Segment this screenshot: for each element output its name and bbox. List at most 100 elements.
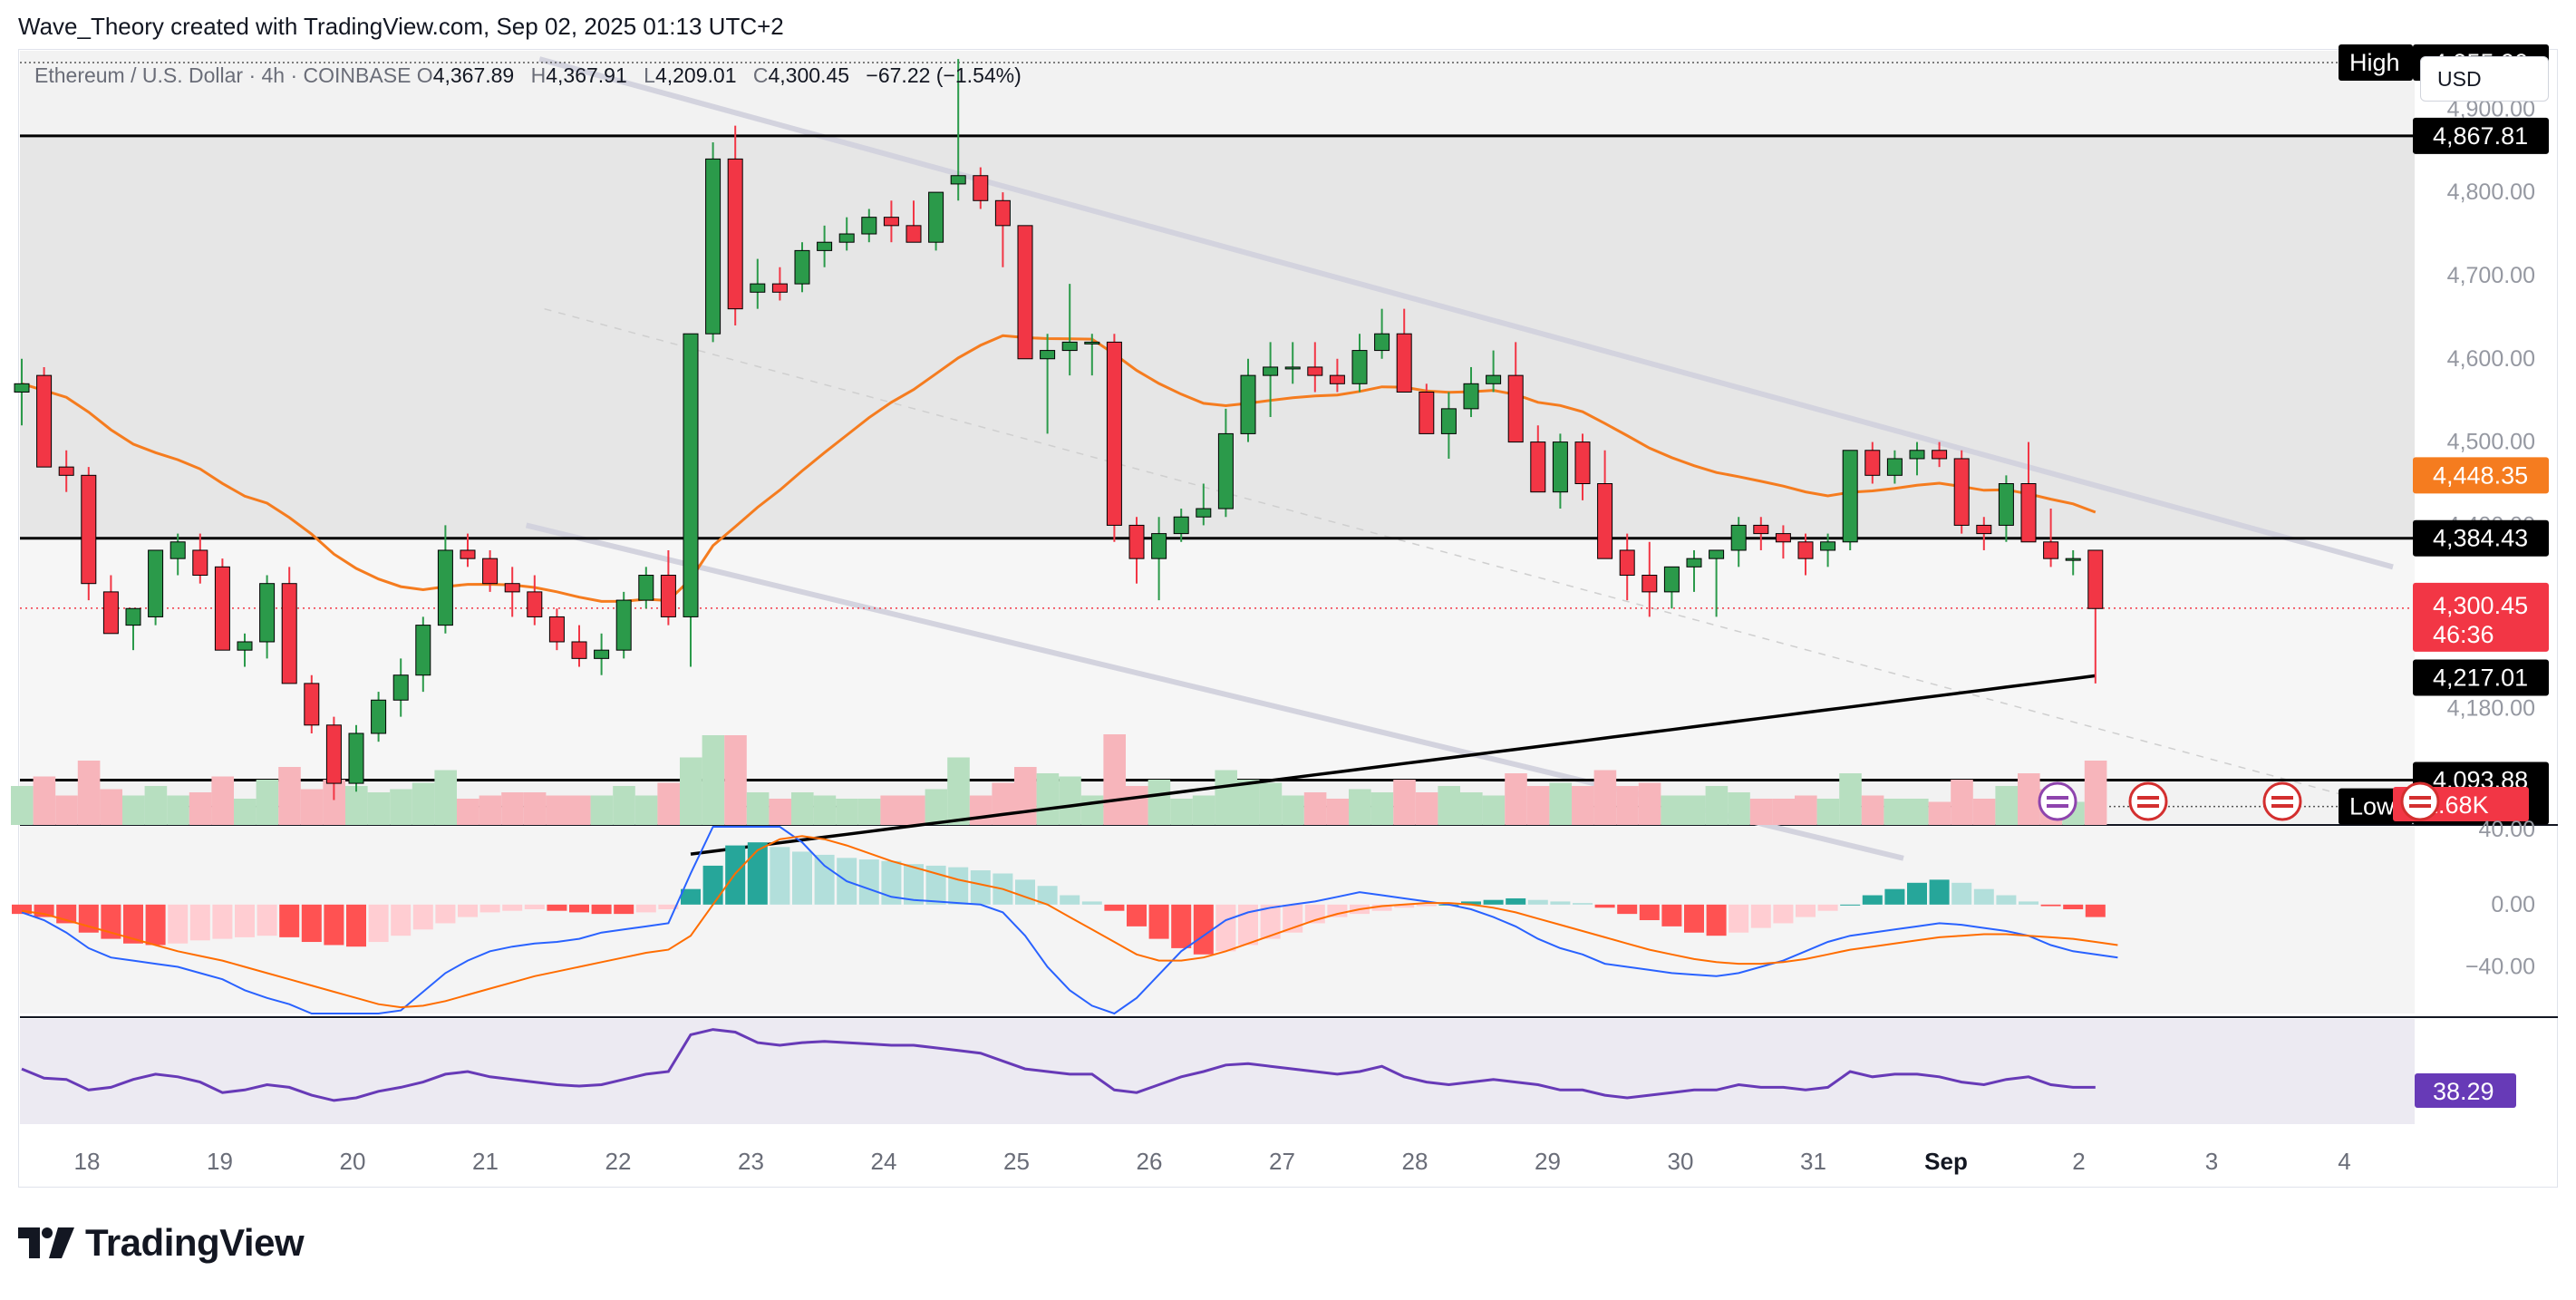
volume-bar (523, 792, 547, 825)
volume-bar (1259, 782, 1283, 825)
candle-body (973, 175, 989, 201)
candle (1040, 334, 1056, 434)
macd-histogram-bar (970, 870, 991, 905)
volume-bar (457, 799, 479, 825)
volume-bar (122, 795, 145, 825)
channel-mid-line (544, 307, 2394, 810)
time-axis-label: 18 (74, 1148, 101, 1175)
candle (1329, 358, 1345, 393)
macd-signal-line (21, 835, 2118, 1009)
candle-body (1552, 441, 1568, 493)
tradingview-logo[interactable]: TradingView (18, 1220, 305, 1266)
candle-body (2087, 549, 2104, 609)
candle-body (1909, 450, 1925, 460)
macd-histogram-bar (1015, 879, 1035, 905)
candle-body (1709, 549, 1725, 559)
macd-histogram-bar (1661, 904, 1682, 926)
candle-body (1463, 383, 1479, 410)
logo-text: TradingView (85, 1221, 305, 1264)
candle-body (325, 724, 342, 784)
volume-bar (1928, 801, 1951, 825)
candle-body (1619, 549, 1635, 577)
level-price-label: 4,384.43 (2433, 525, 2528, 552)
candle-body (1307, 366, 1323, 376)
candle (1128, 517, 1145, 584)
time-axis-label: Sep (1924, 1148, 1968, 1175)
candle-body (615, 599, 632, 651)
candle-body (1998, 483, 2014, 526)
candle (1909, 441, 1925, 476)
candle (705, 142, 721, 343)
candle-body (883, 217, 899, 227)
candle-body (1730, 524, 1747, 551)
currency-button[interactable]: USD (2420, 56, 2549, 102)
volume-bar (1282, 795, 1304, 825)
time-axis-label: 31 (1800, 1148, 1826, 1175)
ema-price-label: 4,448.35 (2433, 461, 2528, 489)
macd-histogram-bar (1996, 895, 2017, 905)
volume-bar (234, 799, 257, 825)
price-tick-label: 4,180.00 (2447, 695, 2535, 721)
volume-bar (1972, 799, 1996, 825)
macd-histogram-bar (881, 860, 902, 905)
candle-body (1507, 374, 1524, 443)
time-axis-label: 28 (1402, 1148, 1428, 1175)
volume-bar (1460, 792, 1483, 825)
candle (1597, 450, 1613, 559)
candle (1217, 408, 1234, 518)
volume-bar (1192, 795, 1215, 825)
macd-histogram-bar (2085, 904, 2106, 917)
candle (1976, 517, 1992, 550)
volume-bar (1683, 795, 1706, 825)
us-flag-icon-stripe (2137, 804, 2159, 808)
candle-body (771, 283, 788, 293)
volume-bar (1349, 789, 1371, 825)
candle (169, 533, 186, 576)
candle-body (1641, 575, 1658, 593)
low-tag-label: Low (2349, 793, 2395, 820)
volume-bar (746, 792, 770, 825)
candle (1196, 483, 1212, 526)
macd-histogram-bar (1973, 888, 1994, 905)
candle (259, 575, 276, 659)
us-flag-icon-circle (2128, 781, 2168, 821)
candle-body (304, 683, 320, 726)
volume-bar (345, 786, 368, 825)
candle-body (1574, 441, 1591, 485)
candle-body (594, 649, 610, 659)
volume-bar (11, 786, 34, 825)
macd-histogram-bar (770, 847, 790, 905)
candle-body (237, 641, 253, 651)
time-axis-label: 27 (1269, 1148, 1295, 1175)
macd-histogram-bar (458, 904, 478, 917)
volume-bar (1728, 792, 1750, 825)
candle-body (482, 558, 499, 585)
candle-body (1797, 541, 1814, 559)
candle (2065, 549, 2081, 576)
macd-histogram-bar (235, 904, 255, 937)
candle-body (905, 225, 922, 243)
candle-body (2043, 541, 2059, 559)
macd-histogram-bar (2063, 904, 2084, 909)
candle (950, 59, 966, 201)
candle-body (1686, 558, 1702, 568)
candle-body (1084, 341, 1100, 344)
macd-histogram-bar (635, 904, 656, 913)
candle-body (1440, 408, 1457, 434)
candle (1641, 541, 1658, 617)
low-label: L (644, 63, 655, 87)
candle-body (1374, 333, 1390, 352)
macd-histogram-bar (123, 904, 143, 944)
time-axis-label: 2 (2072, 1148, 2085, 1175)
macd-histogram-bar (948, 867, 969, 905)
volume-bar (1906, 799, 1929, 825)
rsi-line (21, 1028, 2096, 1102)
macd-histogram-bar (792, 851, 812, 905)
volume-bar (1036, 773, 1060, 825)
time-axis-label: 23 (738, 1148, 764, 1175)
us-flag-icon-circle (2262, 781, 2302, 821)
volume-bar (702, 735, 725, 825)
volume-bar (1148, 780, 1171, 825)
us-flag-icon-stripe (2271, 796, 2293, 800)
